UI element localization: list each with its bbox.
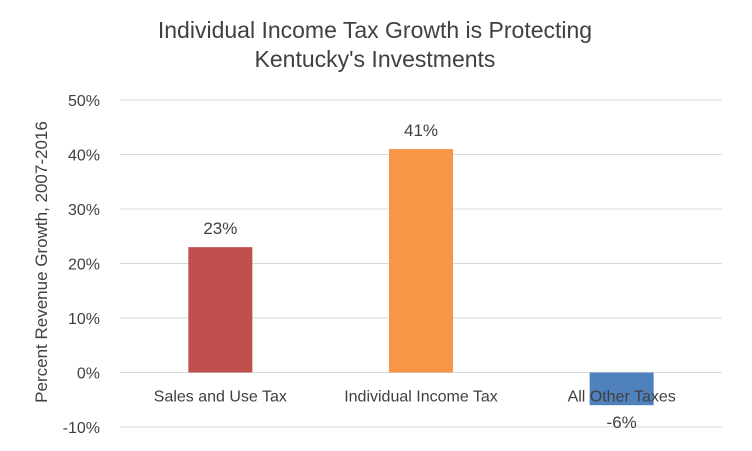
bar-all-other-taxes <box>589 372 654 406</box>
y-tick-label: -10% <box>63 420 100 437</box>
bar-individual-income-tax <box>389 149 453 373</box>
y-axis-label: Percent Revenue Growth, 2007-2016 <box>32 121 51 403</box>
y-tick-label: 10% <box>68 311 100 328</box>
y-tick-label: 30% <box>68 202 100 219</box>
data-labels: 23% 41% -6% <box>203 121 636 432</box>
chart-title-line-1: Individual Income Tax Growth is Protecti… <box>158 17 592 43</box>
y-tick-label: 20% <box>68 257 100 274</box>
y-tick-label: 40% <box>68 148 100 165</box>
bar-sales-and-use-tax <box>188 247 253 373</box>
category-label: All Other Taxes <box>568 389 676 406</box>
y-tick-label: 50% <box>68 93 100 110</box>
category-label: Individual Income Tax <box>344 389 498 406</box>
y-tick-label: 0% <box>77 366 100 383</box>
chart-title-line-2: Kentucky's Investments <box>255 46 496 72</box>
data-label: -6% <box>607 413 637 432</box>
y-axis-ticks: 50% 40% 30% 20% 10% 0% -10% <box>63 93 100 437</box>
category-labels: Sales and Use Tax Individual Income Tax Al… <box>154 389 676 406</box>
data-label: 41% <box>404 121 438 140</box>
category-label: Sales and Use Tax <box>154 389 287 406</box>
data-label: 23% <box>203 219 237 238</box>
bars <box>188 149 654 406</box>
